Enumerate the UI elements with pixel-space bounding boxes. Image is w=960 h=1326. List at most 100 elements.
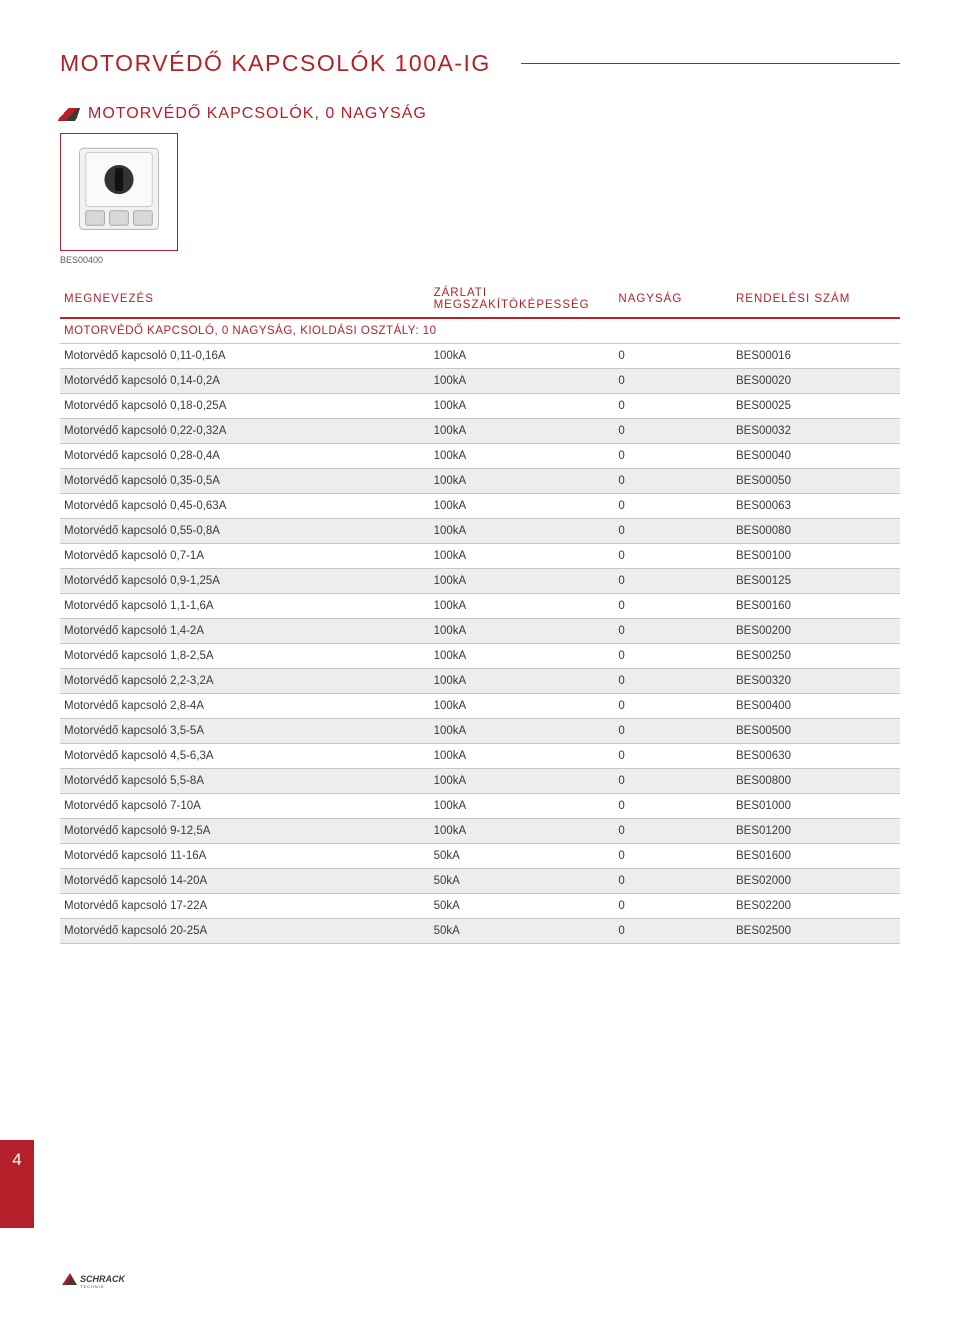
cell-name: Motorvédő kapcsoló 9-12,5A (60, 819, 430, 844)
product-image (60, 133, 178, 251)
cell-name: Motorvédő kapcsoló 3,5-5A (60, 719, 430, 744)
table-row: Motorvédő kapcsoló 0,45-0,63A100kA0BES00… (60, 494, 900, 519)
table-row: Motorvédő kapcsoló 0,22-0,32A100kA0BES00… (60, 419, 900, 444)
cell-size: 0 (614, 894, 732, 919)
cell-order: BES01000 (732, 794, 900, 819)
section-title: MOTORVÉDŐ KAPCSOLÓK, 0 NAGYSÁG (60, 105, 900, 123)
table-row: Motorvédő kapcsoló 11-16A50kA0BES01600 (60, 844, 900, 869)
cell-order: BES00250 (732, 644, 900, 669)
cell-capacity: 100kA (430, 769, 615, 794)
table-row: Motorvédő kapcsoló 1,4-2A100kA0BES00200 (60, 619, 900, 644)
col-header-order: RENDELÉSI SZÁM (732, 281, 900, 318)
cell-order: BES00016 (732, 344, 900, 369)
product-image-icon (67, 140, 171, 244)
table-row: Motorvédő kapcsoló 0,28-0,4A100kA0BES000… (60, 444, 900, 469)
section-marker-icon (58, 108, 80, 121)
table-row: Motorvédő kapcsoló 17-22A50kA0BES02200 (60, 894, 900, 919)
cell-order: BES00020 (732, 369, 900, 394)
cell-order: BES00080 (732, 519, 900, 544)
cell-name: Motorvédő kapcsoló 0,18-0,25A (60, 394, 430, 419)
col-header-capacity: ZÁRLATI MEGSZAKÍTÓKÉPESSÉG (430, 281, 615, 318)
product-caption: BES00400 (60, 255, 900, 265)
cell-name: Motorvédő kapcsoló 5,5-8A (60, 769, 430, 794)
table-row: Motorvédő kapcsoló 14-20A50kA0BES02000 (60, 869, 900, 894)
cell-name: Motorvédő kapcsoló 0,7-1A (60, 544, 430, 569)
cell-name: Motorvédő kapcsoló 1,1-1,6A (60, 594, 430, 619)
table-row: Motorvédő kapcsoló 0,11-0,16A100kA0BES00… (60, 344, 900, 369)
col-header-size: NAGYSÁG (614, 281, 732, 318)
cell-name: Motorvédő kapcsoló 14-20A (60, 869, 430, 894)
table-row: Motorvédő kapcsoló 2,2-3,2A100kA0BES0032… (60, 669, 900, 694)
cell-size: 0 (614, 794, 732, 819)
table-row: Motorvédő kapcsoló 4,5-6,3A100kA0BES0063… (60, 744, 900, 769)
cell-order: BES01600 (732, 844, 900, 869)
cell-order: BES00800 (732, 769, 900, 794)
cell-capacity: 100kA (430, 819, 615, 844)
cell-name: Motorvédő kapcsoló 0,28-0,4A (60, 444, 430, 469)
cell-size: 0 (614, 569, 732, 594)
cell-order: BES00160 (732, 594, 900, 619)
cell-size: 0 (614, 519, 732, 544)
cell-name: Motorvédő kapcsoló 0,45-0,63A (60, 494, 430, 519)
cell-capacity: 100kA (430, 544, 615, 569)
cell-capacity: 100kA (430, 469, 615, 494)
cell-capacity: 100kA (430, 494, 615, 519)
schrack-logo-icon: SCHRACK TECHNIK (60, 1269, 150, 1293)
cell-name: Motorvédő kapcsoló 17-22A (60, 894, 430, 919)
table-row: Motorvédő kapcsoló 20-25A50kA0BES02500 (60, 919, 900, 944)
cell-size: 0 (614, 769, 732, 794)
cell-name: Motorvédő kapcsoló 1,8-2,5A (60, 644, 430, 669)
cell-capacity: 100kA (430, 744, 615, 769)
table-row: Motorvédő kapcsoló 3,5-5A100kA0BES00500 (60, 719, 900, 744)
table-row: Motorvédő kapcsoló 0,7-1A100kA0BES00100 (60, 544, 900, 569)
page-tab: 4 (0, 1140, 34, 1228)
spec-table: MEGNEVEZÉS ZÁRLATI MEGSZAKÍTÓKÉPESSÉG NA… (60, 281, 900, 944)
cell-order: BES00100 (732, 544, 900, 569)
cell-capacity: 100kA (430, 419, 615, 444)
cell-capacity: 100kA (430, 794, 615, 819)
table-row: Motorvédő kapcsoló 0,35-0,5A100kA0BES000… (60, 469, 900, 494)
cell-capacity: 100kA (430, 594, 615, 619)
cell-capacity: 100kA (430, 619, 615, 644)
table-row: Motorvédő kapcsoló 5,5-8A100kA0BES00800 (60, 769, 900, 794)
cell-name: Motorvédő kapcsoló 2,2-3,2A (60, 669, 430, 694)
cell-order: BES00200 (732, 619, 900, 644)
table-row: Motorvédő kapcsoló 0,9-1,25A100kA0BES001… (60, 569, 900, 594)
cell-capacity: 100kA (430, 644, 615, 669)
cell-capacity: 100kA (430, 519, 615, 544)
title-rule (521, 63, 900, 64)
cell-name: Motorvédő kapcsoló 0,11-0,16A (60, 344, 430, 369)
cell-size: 0 (614, 619, 732, 644)
cell-size: 0 (614, 669, 732, 694)
cell-name: Motorvédő kapcsoló 20-25A (60, 919, 430, 944)
cell-size: 0 (614, 869, 732, 894)
cell-order: BES00050 (732, 469, 900, 494)
cell-order: BES02000 (732, 869, 900, 894)
cell-capacity: 100kA (430, 694, 615, 719)
table-row: Motorvédő kapcsoló 1,1-1,6A100kA0BES0016… (60, 594, 900, 619)
cell-order: BES00032 (732, 419, 900, 444)
cell-size: 0 (614, 694, 732, 719)
cell-capacity: 100kA (430, 369, 615, 394)
cell-name: Motorvédő kapcsoló 1,4-2A (60, 619, 430, 644)
col-header-name: MEGNEVEZÉS (60, 281, 430, 318)
cell-size: 0 (614, 369, 732, 394)
cell-size: 0 (614, 719, 732, 744)
table-row: Motorvédő kapcsoló 1,8-2,5A100kA0BES0025… (60, 644, 900, 669)
table-subheader: MOTORVÉDŐ KAPCSOLÓ, 0 NAGYSÁG, KIOLDÁSI … (60, 318, 900, 344)
table-subheader-text: MOTORVÉDŐ KAPCSOLÓ, 0 NAGYSÁG, KIOLDÁSI … (60, 318, 900, 344)
cell-order: BES00063 (732, 494, 900, 519)
cell-name: Motorvédő kapcsoló 4,5-6,3A (60, 744, 430, 769)
cell-size: 0 (614, 919, 732, 944)
table-header-row: MEGNEVEZÉS ZÁRLATI MEGSZAKÍTÓKÉPESSÉG NA… (60, 281, 900, 318)
page-number: 4 (12, 1150, 21, 1170)
cell-name: Motorvédő kapcsoló 2,8-4A (60, 694, 430, 719)
table-row: Motorvédő kapcsoló 9-12,5A100kA0BES01200 (60, 819, 900, 844)
cell-size: 0 (614, 494, 732, 519)
cell-size: 0 (614, 744, 732, 769)
cell-size: 0 (614, 344, 732, 369)
page-title: MOTORVÉDŐ KAPCSOLÓK 100A-IG (60, 50, 900, 77)
table-row: Motorvédő kapcsoló 2,8-4A100kA0BES00400 (60, 694, 900, 719)
cell-size: 0 (614, 544, 732, 569)
cell-order: BES02500 (732, 919, 900, 944)
